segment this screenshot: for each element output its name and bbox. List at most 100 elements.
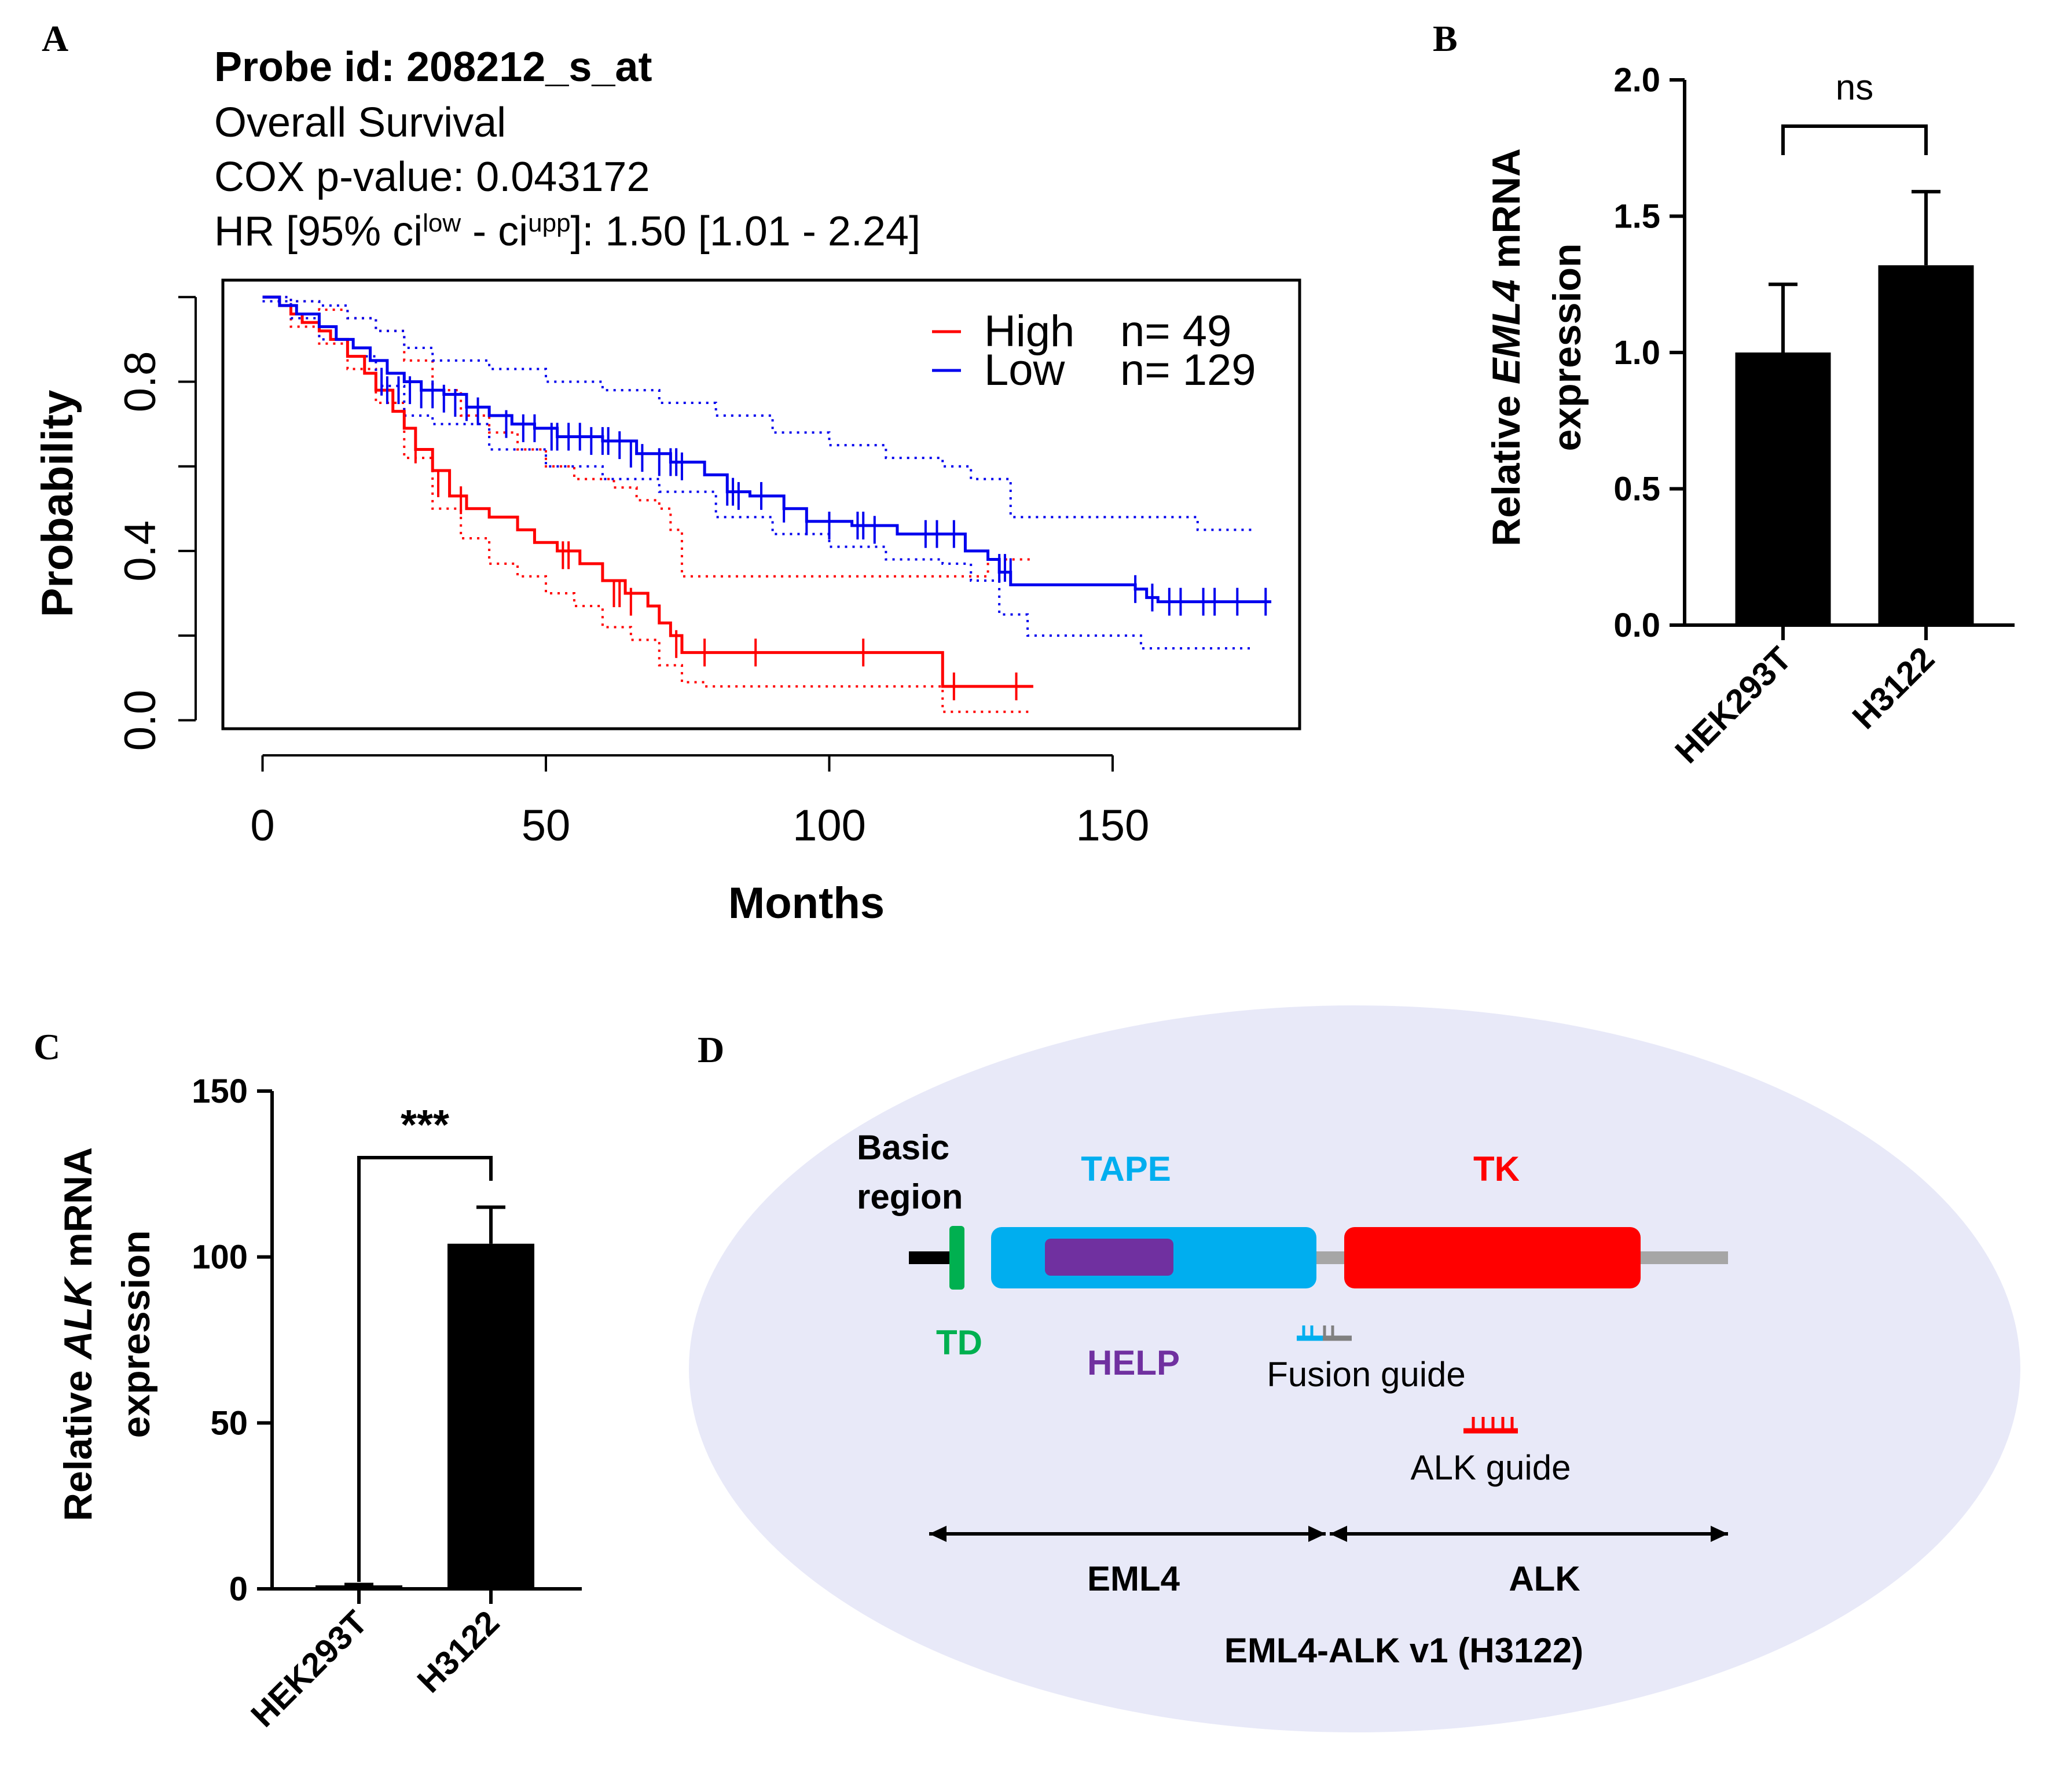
km-hazard-ratio: HR [95% cilow - ciupp]: 1.50 [1.01 - 2.2…: [214, 208, 920, 255]
b-y-tick-label: 1.5: [1613, 198, 1660, 236]
km-confidence-bands: [262, 296, 1254, 713]
alk-region-label: ALK: [1509, 1559, 1580, 1598]
c-y-axis-label-line2: expression: [114, 1230, 158, 1438]
c-y-axis: 0 50 100 150: [192, 1073, 274, 1608]
tape-domain-label: TAPE: [1081, 1150, 1171, 1188]
fusion-guide-icon: [1297, 1325, 1352, 1341]
diagram-background-ellipse: [689, 1005, 2020, 1732]
km-plot-frame: [221, 278, 1301, 730]
km-x-tick-label: 50: [522, 801, 571, 850]
km-legend: High n= 49 Low n= 129: [932, 307, 1256, 395]
legend-low-n: n= 129: [1120, 346, 1256, 395]
tk-domain-block: [1344, 1227, 1641, 1288]
c-y-tick-label: 150: [192, 1073, 248, 1110]
fusion-variant-title: EML4-ALK v1 (H3122): [1224, 1631, 1583, 1670]
c-x-tick-label: H3122: [410, 1603, 507, 1700]
b-significance-bracket: [1781, 124, 1928, 155]
b-y-tick-label: 2.0: [1613, 61, 1660, 99]
c-bars: [316, 1205, 534, 1589]
km-ci-lower-low: [262, 300, 1254, 650]
c-significance: ***: [357, 1102, 493, 1582]
km-x-axis: 0 50 100 150: [250, 754, 1150, 850]
alk-guide-icon: [1463, 1417, 1518, 1434]
b-x-tick-label: H3122: [1845, 640, 1942, 736]
c-ylabel-prefix: Relative: [56, 1359, 100, 1521]
c-y-tick-label: 50: [210, 1404, 248, 1442]
hr-sep: - ci: [461, 208, 528, 255]
c-significance-label: ***: [401, 1102, 449, 1148]
c-x-axis: HEK293T H3122: [244, 1587, 582, 1734]
b-x-axis: HEK293T H3122: [1668, 623, 2015, 770]
fusion-guide-label: Fusion guide: [1267, 1355, 1466, 1394]
km-ci-upper-high: [262, 296, 1033, 578]
help-domain-block: [1045, 1239, 1173, 1276]
b-y-tick-label: 0.0: [1613, 607, 1660, 644]
km-curve-high: [262, 295, 1033, 688]
km-y-tick-label: 0.8: [116, 351, 165, 413]
b-ylabel-gene: EML4: [1484, 280, 1528, 384]
c-x-tick-label: HEK293T: [244, 1603, 375, 1734]
b-bar-h3122: [1878, 265, 1974, 625]
km-probe-id: Probe id: 208212_s_at: [214, 44, 652, 90]
km-y-axis-label: Probability: [33, 390, 82, 618]
b-significance-label: ns: [1836, 68, 1873, 108]
km-y-axis: 0.0 0.4 0.8: [116, 296, 197, 751]
panel-b: B 0.0 0.5 1.0 1.5 2.0 HEK293T H3122 ns Relati…: [1433, 18, 2015, 770]
panel-label-c: C: [34, 1026, 60, 1067]
hr-low-sup: low: [423, 209, 461, 237]
b-y-axis-label: Relative EML4 mRNA: [1484, 148, 1528, 546]
help-domain-label: HELP: [1087, 1343, 1180, 1382]
km-curve-low: [262, 295, 1272, 604]
eml4-extent-arrow: [929, 1526, 1326, 1542]
b-bars: [1735, 190, 1974, 625]
c-ylabel-gene: ALK: [56, 1276, 100, 1361]
hr-prefix: HR [95% ci: [214, 208, 423, 255]
b-ylabel-prefix: Relative: [1484, 384, 1528, 546]
td-domain-block: [949, 1226, 964, 1290]
c-y-axis-label: Relative ALK mRNA: [56, 1147, 100, 1521]
eml4-region-label: EML4: [1087, 1559, 1180, 1598]
km-x-tick-label: 100: [793, 801, 866, 850]
km-endpoint: Overall Survival: [214, 100, 506, 146]
km-ci-lower-high: [262, 300, 1033, 713]
panel-label-d: D: [698, 1029, 724, 1070]
b-x-tick-label: HEK293T: [1668, 640, 1799, 770]
c-significance-bracket: [357, 1156, 493, 1582]
basic-region-label-line2: region: [857, 1177, 963, 1216]
td-domain-label: TD: [936, 1323, 982, 1362]
km-ci-upper-low: [262, 296, 1254, 531]
b-y-axis: 0.0 0.5 1.0 1.5 2.0: [1613, 61, 1686, 644]
km-y-tick-label: 0.0: [116, 690, 165, 751]
km-x-axis-label: Months: [728, 879, 885, 928]
km-y-tick-label: 0.4: [116, 520, 165, 582]
alk-guide-label: ALK guide: [1411, 1448, 1571, 1487]
panel-a: A Probe id: 208212_s_at Overall Survival…: [33, 18, 1301, 928]
km-x-tick-label: 150: [1076, 801, 1150, 850]
legend-high-n: n= 49: [1120, 307, 1231, 356]
b-y-tick-label: 0.5: [1613, 471, 1660, 508]
b-y-axis-label-line2: expression: [1545, 243, 1589, 451]
km-censor-marks: [380, 368, 1267, 700]
legend-high-label: High: [984, 307, 1074, 356]
km-x-tick-label: 0: [250, 801, 274, 850]
b-y-tick-label: 1.0: [1613, 334, 1660, 372]
panel-c: C 0 50 100 150 HEK293T H3122 *** Relative AL…: [34, 1026, 582, 1734]
c-y-tick-label: 100: [192, 1239, 248, 1276]
c-bar-h3122: [447, 1243, 534, 1589]
panel-d: D Basic region TAPE TK TD HELP Fusion gu…: [689, 1005, 2020, 1732]
hr-upp-sup: upp: [528, 209, 570, 237]
panel-label-b: B: [1433, 18, 1458, 59]
km-cox-pvalue: COX p-value: 0.043172: [214, 154, 650, 200]
b-significance: ns: [1781, 68, 1928, 155]
tk-domain-label: TK: [1473, 1150, 1520, 1188]
b-ylabel-suffix: mRNA: [1484, 148, 1528, 280]
basic-region-label-line1: Basic: [857, 1128, 949, 1167]
hr-suffix: ]: 1.50 [1.01 - 2.24]: [571, 208, 920, 255]
b-bar-hek293t: [1735, 352, 1831, 625]
c-y-tick-label: 0: [229, 1570, 248, 1608]
km-survival-curves: [262, 295, 1272, 688]
alk-extent-arrow: [1330, 1526, 1728, 1542]
legend-low-label: Low: [984, 346, 1066, 395]
c-ylabel-suffix: mRNA: [56, 1147, 100, 1279]
